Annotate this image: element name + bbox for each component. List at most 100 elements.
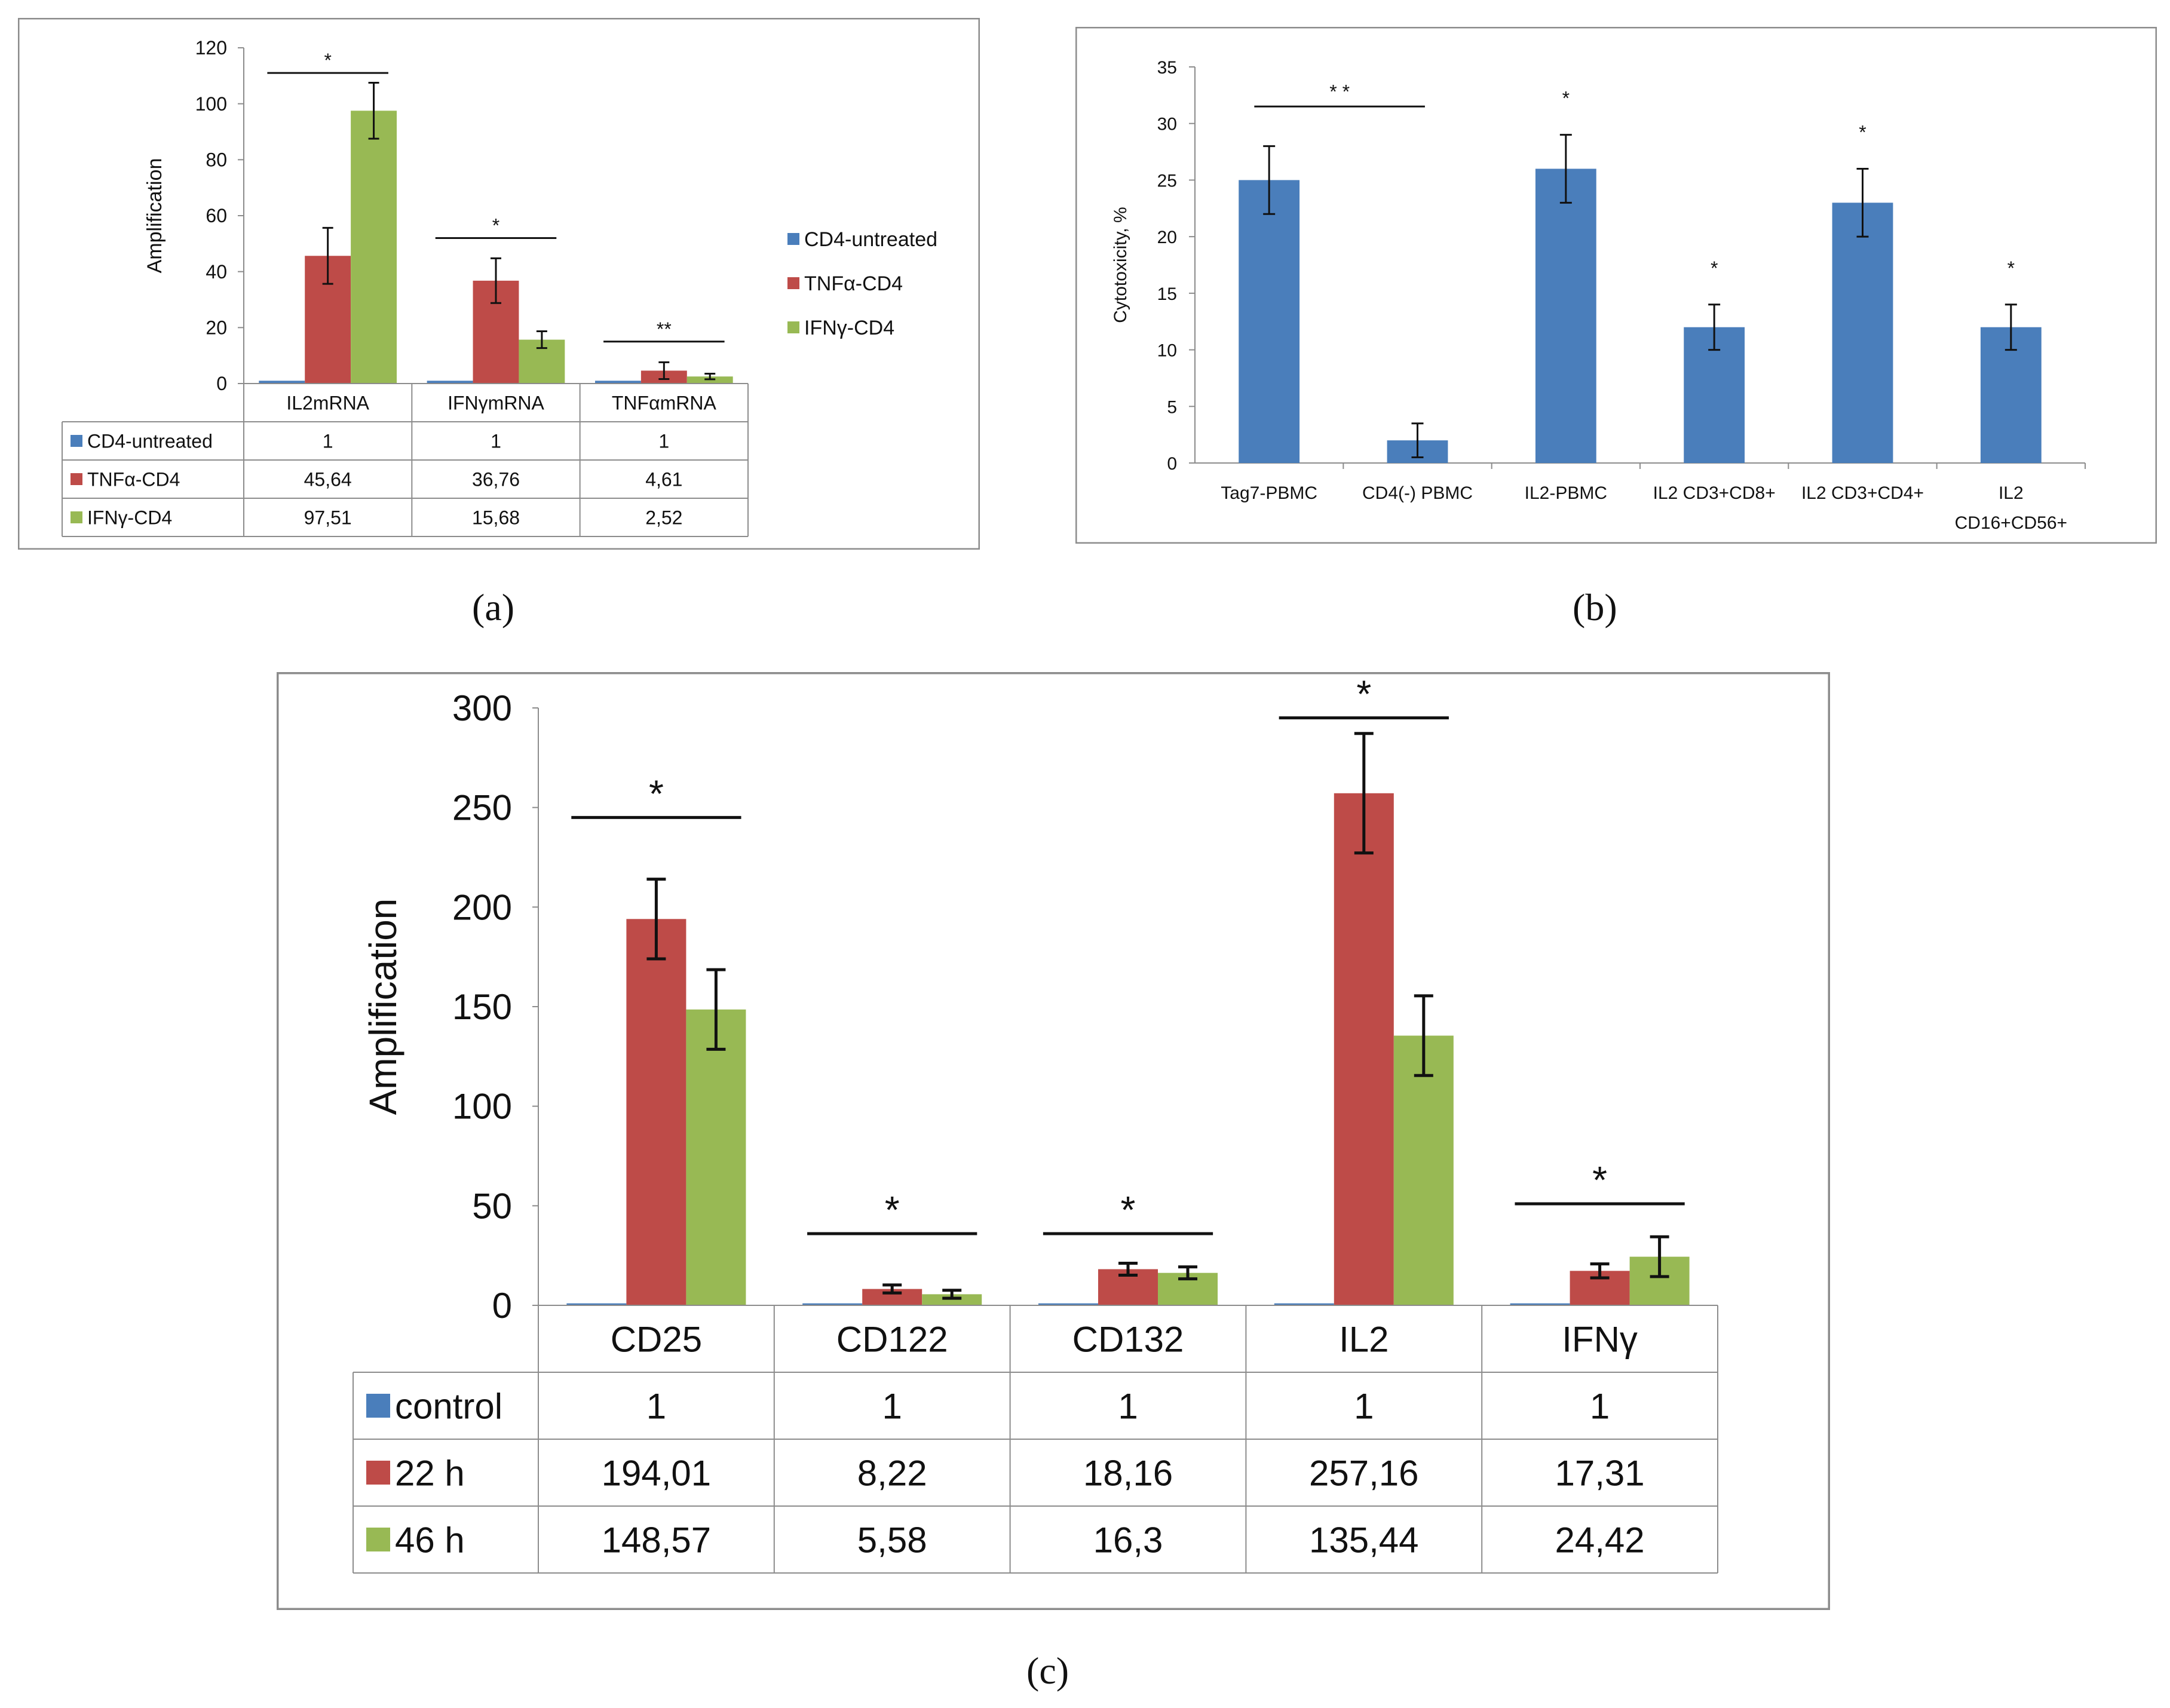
caption-c: (c): [1026, 1649, 1069, 1692]
table-cell: 1: [323, 431, 333, 452]
bar-cd4-untreated-tnf-mrna: [594, 381, 641, 384]
table-cell: 194,01: [602, 1454, 712, 1494]
table-header-cell: CD122: [836, 1320, 948, 1360]
table-cell: 4,61: [645, 469, 682, 490]
y-tick-label: 35: [1157, 58, 1177, 78]
significance-marker: *: [1356, 673, 1371, 716]
table-cell: 15,68: [472, 507, 520, 529]
y-tick-label: 60: [206, 205, 227, 226]
y-tick-label: 250: [452, 788, 512, 828]
table-header-cell: IL2: [1339, 1320, 1389, 1360]
bar-tag7-pbmc: [1239, 180, 1300, 463]
bar-46-h-cd122: [922, 1294, 982, 1305]
table-cell: 5,58: [857, 1520, 927, 1560]
table-cell: 17,31: [1555, 1454, 1645, 1494]
legend-swatch-tnf-cd4: [71, 473, 82, 485]
legend-label-control: control: [395, 1387, 502, 1427]
significance-marker: *: [1562, 88, 1570, 109]
table-cell: 257,16: [1309, 1454, 1419, 1494]
bar-22-h-cd25: [626, 919, 686, 1305]
y-tick-label: 0: [492, 1286, 512, 1326]
significance-marker: *: [1121, 1188, 1136, 1231]
y-tick-label: 25: [1157, 171, 1177, 191]
table-cell: 36,76: [472, 469, 520, 490]
bar-il2-cd3-cd4: [1832, 203, 1893, 463]
table-cell: 97,51: [304, 507, 352, 529]
legend-label-cd4-untreated: CD4-untreated: [87, 431, 213, 452]
bar-46-h-cd25: [686, 1009, 746, 1305]
x-tick-label: IL2: [1999, 483, 2024, 503]
table-header-cell: IFNγmRNA: [448, 392, 544, 414]
significance-marker: *: [1859, 121, 1866, 143]
legend-swatch-control: [366, 1394, 390, 1418]
bar-control-il2: [1274, 1303, 1334, 1305]
x-tick-label: IL2 CD3+CD4+: [1801, 483, 1924, 503]
x-tick-label: IL2 CD3+CD8+: [1653, 483, 1776, 503]
y-tick-label: 10: [1157, 341, 1177, 361]
side-legend-label-tnf-cd4: TNFα-CD4: [804, 272, 903, 295]
table-cell: 1: [658, 431, 669, 452]
significance-marker: *: [1592, 1158, 1607, 1201]
significance-marker: *: [492, 214, 499, 236]
table-cell: 8,22: [857, 1454, 927, 1494]
legend-label-ifn-cd4: IFNγ-CD4: [87, 507, 172, 529]
table-cell: 1: [491, 431, 501, 452]
y-axis-label: Cytotoxicity, %: [1111, 207, 1130, 323]
bar-46-h-il2: [1393, 1035, 1454, 1305]
table-header-cell: IL2mRNA: [286, 392, 369, 414]
bar-cd4-untreated-ifn-mrna: [427, 381, 473, 384]
table-cell: 1: [1590, 1387, 1610, 1427]
side-legend-swatch-tnf-cd4: [787, 277, 799, 289]
x-tick-label: CD16+CD56+: [1955, 513, 2067, 533]
x-tick-label: CD4(-) PBMC: [1362, 483, 1473, 503]
significance-marker: *: [885, 1188, 900, 1231]
y-tick-label: 150: [452, 987, 512, 1027]
bar-cd4-untreated-il2mrna: [259, 381, 305, 384]
table-cell: 1: [646, 1387, 666, 1427]
y-tick-label: 20: [206, 317, 227, 339]
y-tick-label: 5: [1167, 397, 1177, 417]
caption-a: (a): [472, 586, 515, 628]
legend-label-46-h: 46 h: [395, 1520, 465, 1560]
side-legend-swatch-cd4-untreated: [787, 233, 799, 245]
table-cell: 1: [882, 1387, 902, 1427]
table-cell: 2,52: [645, 507, 682, 529]
y-tick-label: 20: [1157, 228, 1177, 247]
bar-control-cd122: [802, 1303, 863, 1305]
table-cell: 24,42: [1555, 1520, 1645, 1560]
legend-swatch-cd4-untreated: [71, 435, 82, 447]
legend-swatch-ifn-cd4: [71, 511, 82, 523]
y-tick-label: 120: [195, 37, 227, 59]
significance-marker: *: [649, 772, 664, 815]
y-tick-label: 200: [452, 887, 512, 927]
table-cell: 1: [1118, 1387, 1138, 1427]
bar-control-ifn: [1510, 1303, 1570, 1305]
table-header-cell: CD25: [611, 1320, 702, 1360]
table-header-cell: CD132: [1072, 1320, 1184, 1360]
legend-label-22-h: 22 h: [395, 1454, 465, 1494]
y-tick-label: 0: [1167, 454, 1177, 474]
significance-marker: *: [324, 50, 331, 71]
significance-marker: * *: [1329, 81, 1350, 102]
chart-panel-c: 0 50 100 150 200 250 300 Amplification * * * * * CD25…: [277, 672, 1830, 1610]
y-tick-label: 80: [206, 149, 227, 171]
bar-22-h-il2: [1334, 793, 1394, 1305]
bar-il2-pbmc: [1535, 168, 1596, 463]
x-tick-label: IL2-PBMC: [1525, 483, 1607, 503]
significance-marker: *: [2007, 257, 2015, 279]
legend-swatch-46-h: [366, 1528, 390, 1551]
x-tick-label: Tag7-PBMC: [1221, 483, 1317, 503]
legend-swatch-22-h: [366, 1461, 390, 1485]
side-legend-label-cd4-untreated: CD4-untreated: [804, 228, 937, 251]
legend-label-tnf-cd4: TNFα-CD4: [87, 469, 180, 490]
y-axis-label: Amplification: [361, 899, 404, 1115]
bar-control-cd132: [1038, 1303, 1098, 1305]
caption-b: (b): [1573, 586, 1617, 628]
y-tick-label: 30: [1157, 115, 1177, 134]
side-legend-label-ifn-cd4: IFNγ-CD4: [804, 317, 894, 339]
y-tick-label: 300: [452, 688, 512, 728]
significance-marker: **: [657, 318, 672, 340]
significance-marker: *: [1711, 257, 1718, 279]
table-cell: 135,44: [1309, 1520, 1419, 1560]
